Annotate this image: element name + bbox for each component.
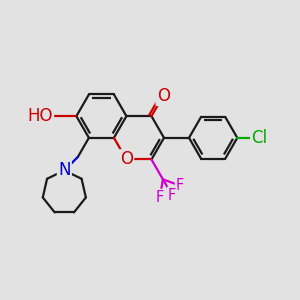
Text: HO: HO — [27, 107, 53, 125]
Text: F: F — [156, 190, 164, 205]
Text: F: F — [168, 188, 176, 203]
Text: O: O — [120, 151, 133, 169]
Text: N: N — [58, 161, 70, 179]
Text: F: F — [176, 178, 184, 193]
Text: Cl: Cl — [251, 129, 267, 147]
Text: O: O — [157, 87, 170, 105]
